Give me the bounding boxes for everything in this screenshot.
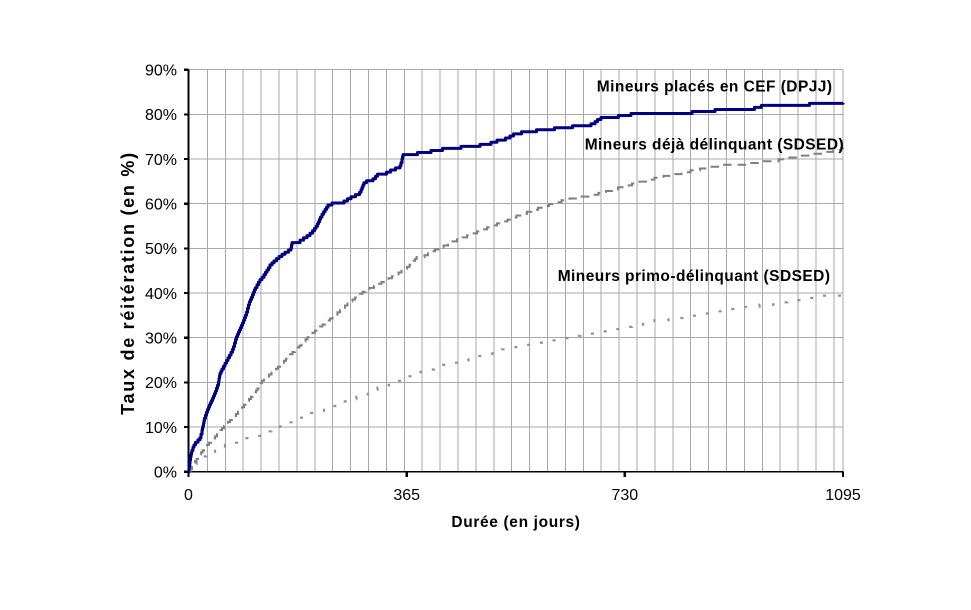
svg-text:70%: 70% [145,152,177,169]
svg-text:0: 0 [184,487,193,504]
svg-text:Mineurs placés en CEF (DPJJ): Mineurs placés en CEF (DPJJ) [597,79,833,96]
svg-text:Durée (en jours): Durée (en jours) [451,514,580,531]
svg-text:40%: 40% [145,286,177,303]
svg-text:365: 365 [393,487,420,504]
svg-text:80%: 80% [145,107,177,124]
svg-text:Mineurs primo-délinquant (SDSE: Mineurs primo-délinquant (SDSED) [558,268,831,285]
svg-text:20%: 20% [145,375,177,392]
svg-text:60%: 60% [145,197,177,214]
svg-text:Taux de réitération (en %): Taux de réitération (en %) [118,151,138,415]
svg-text:30%: 30% [145,331,177,348]
svg-text:1095: 1095 [825,487,861,504]
svg-text:10%: 10% [145,420,177,437]
svg-text:50%: 50% [145,241,177,258]
svg-text:0%: 0% [154,465,177,482]
svg-text:90%: 90% [145,63,177,80]
svg-text:Mineurs déjà délinquant (SDSED: Mineurs déjà délinquant (SDSED) [585,137,844,154]
svg-text:730: 730 [611,487,638,504]
